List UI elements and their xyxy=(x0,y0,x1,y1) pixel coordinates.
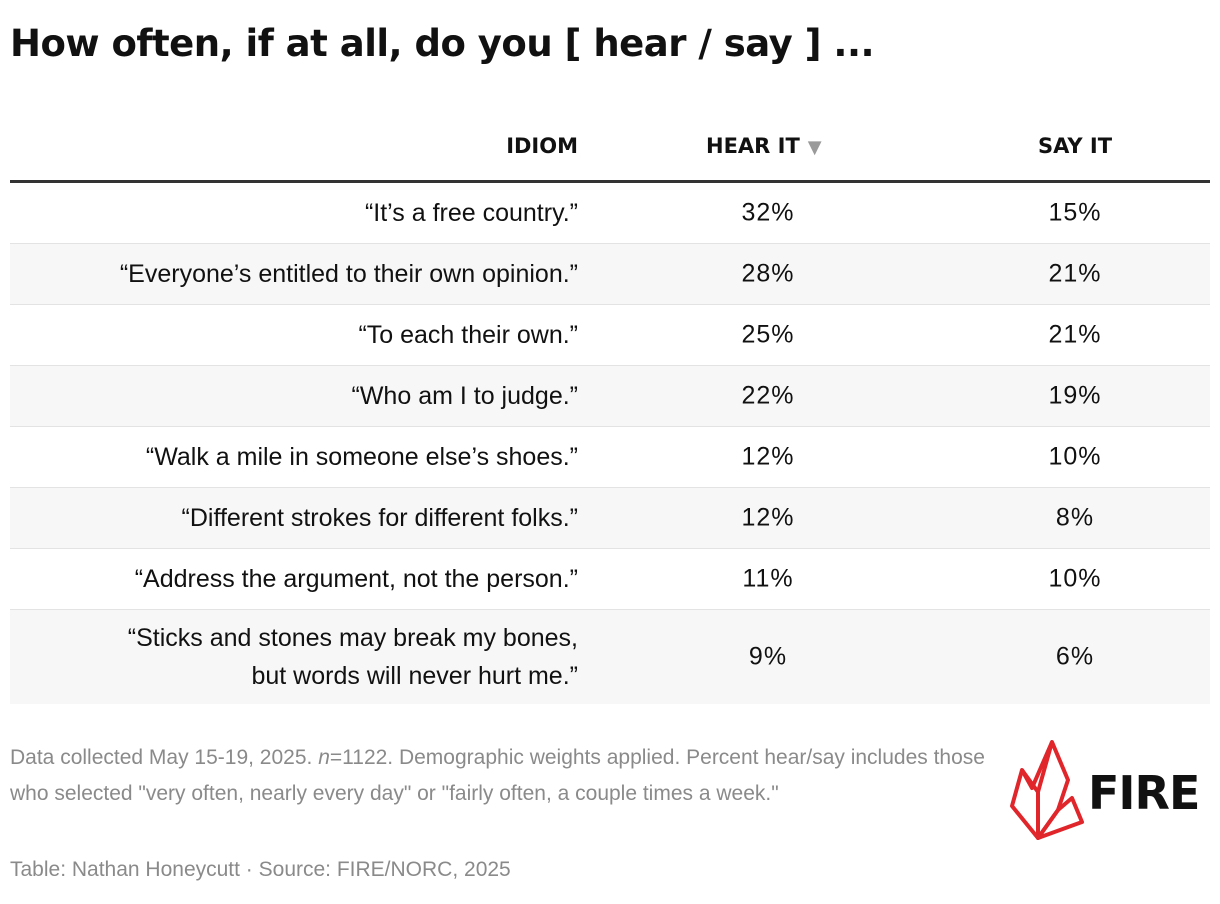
hear-it-cell: 11% xyxy=(742,564,794,593)
column-header-idiom[interactable]: IDIOM xyxy=(506,134,578,158)
table-row: “Address the argument, not the person.” 1… xyxy=(10,549,1210,610)
flame-icon xyxy=(1010,740,1084,840)
hear-it-cell: 32% xyxy=(741,198,795,227)
table-body: “It’s a free country.” 32% 15% “Everyone’s … xyxy=(10,183,1210,704)
table-row: “Sticks and stones may break my bones, b… xyxy=(10,610,1210,704)
idiom-cell: “Address the argument, not the person.” xyxy=(134,565,578,593)
column-header-hear-it[interactable]: HEAR IT ▼ xyxy=(706,134,822,158)
column-header-hear-it-label: HEAR IT xyxy=(706,134,800,158)
table-row: “To each their own.” 25% 21% xyxy=(10,305,1210,366)
table-row: “Walk a mile in someone else’s shoes.” 12… xyxy=(10,427,1210,488)
say-it-cell: 21% xyxy=(1048,320,1102,349)
say-it-cell: 8% xyxy=(1055,503,1095,532)
chart-title: How often, if at all, do you [ hear / sa… xyxy=(10,22,875,65)
hear-it-cell: 22% xyxy=(741,381,795,410)
hear-it-cell: 9% xyxy=(748,642,788,671)
table-row: “Different strokes for different folks.”… xyxy=(10,488,1210,549)
idiom-cell: “To each their own.” xyxy=(358,321,578,349)
source-credit: Table: Nathan Honeycutt · Source: FIRE/N… xyxy=(10,858,511,881)
footnote-text: Data collected May 15-19, 2025. n=1122. … xyxy=(10,746,985,805)
idiom-table: IDIOM HEAR IT ▼ SAY IT “It’s a free count… xyxy=(10,118,1210,704)
say-it-cell: 21% xyxy=(1048,259,1102,288)
idiom-cell: “It’s a free country.” xyxy=(364,199,578,227)
say-it-cell: 10% xyxy=(1048,442,1102,471)
say-it-cell: 10% xyxy=(1048,564,1102,593)
sample-size-n: n xyxy=(318,746,330,769)
table-row: “It’s a free country.” 32% 15% xyxy=(10,183,1210,244)
hear-it-cell: 25% xyxy=(741,320,795,349)
idiom-cell: “Different strokes for different folks.” xyxy=(181,504,578,532)
idiom-cell: “Walk a mile in someone else’s shoes.” xyxy=(145,443,578,471)
sort-descending-icon: ▼ xyxy=(807,137,822,158)
fire-logo: FIRE xyxy=(1008,740,1213,840)
say-it-cell: 19% xyxy=(1048,381,1102,410)
column-header-say-it[interactable]: SAY IT xyxy=(1038,134,1113,158)
footnote: Data collected May 15-19, 2025. n=1122. … xyxy=(10,740,990,812)
say-it-cell: 15% xyxy=(1048,198,1102,227)
hear-it-cell: 12% xyxy=(741,442,795,471)
logo-wordmark: FIRE xyxy=(1088,766,1200,820)
table-header: IDIOM HEAR IT ▼ SAY IT xyxy=(10,118,1210,183)
table-row: “Who am I to judge.” 22% 19% xyxy=(10,366,1210,427)
hear-it-cell: 12% xyxy=(741,503,795,532)
hear-it-cell: 28% xyxy=(741,259,795,288)
idiom-cell: “Sticks and stones may break my bones, b… xyxy=(127,624,578,690)
say-it-cell: 6% xyxy=(1055,642,1095,671)
idiom-cell: “Everyone’s entitled to their own opinio… xyxy=(119,260,578,288)
idiom-cell: “Who am I to judge.” xyxy=(351,382,578,410)
table-row: “Everyone’s entitled to their own opinio… xyxy=(10,244,1210,305)
